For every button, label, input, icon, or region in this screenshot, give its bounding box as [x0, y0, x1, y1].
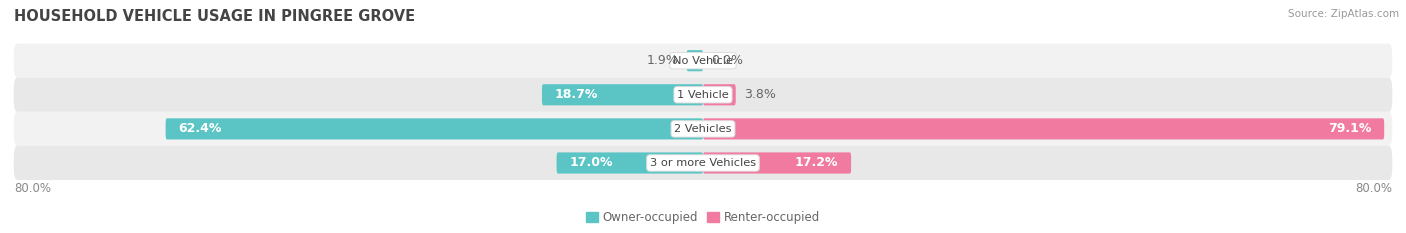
- FancyBboxPatch shape: [541, 84, 703, 105]
- Text: 80.0%: 80.0%: [14, 182, 51, 195]
- FancyBboxPatch shape: [14, 146, 1392, 180]
- Text: 3.8%: 3.8%: [744, 88, 776, 101]
- Text: 3 or more Vehicles: 3 or more Vehicles: [650, 158, 756, 168]
- FancyBboxPatch shape: [686, 50, 703, 71]
- FancyBboxPatch shape: [14, 78, 1392, 112]
- FancyBboxPatch shape: [14, 112, 1392, 146]
- Text: 79.1%: 79.1%: [1327, 122, 1371, 135]
- Text: 18.7%: 18.7%: [555, 88, 598, 101]
- Text: HOUSEHOLD VEHICLE USAGE IN PINGREE GROVE: HOUSEHOLD VEHICLE USAGE IN PINGREE GROVE: [14, 9, 415, 24]
- Text: 17.0%: 17.0%: [569, 157, 613, 169]
- Text: Source: ZipAtlas.com: Source: ZipAtlas.com: [1288, 9, 1399, 19]
- FancyBboxPatch shape: [703, 152, 851, 174]
- Legend: Owner-occupied, Renter-occupied: Owner-occupied, Renter-occupied: [581, 206, 825, 229]
- FancyBboxPatch shape: [14, 44, 1392, 78]
- Text: 80.0%: 80.0%: [1355, 182, 1392, 195]
- Text: 1 Vehicle: 1 Vehicle: [678, 90, 728, 100]
- Text: 0.0%: 0.0%: [711, 54, 744, 67]
- Text: 1.9%: 1.9%: [647, 54, 678, 67]
- Text: 17.2%: 17.2%: [794, 157, 838, 169]
- Text: 62.4%: 62.4%: [179, 122, 222, 135]
- FancyBboxPatch shape: [166, 118, 703, 140]
- FancyBboxPatch shape: [703, 84, 735, 105]
- Text: No Vehicle: No Vehicle: [673, 56, 733, 66]
- FancyBboxPatch shape: [703, 118, 1384, 140]
- FancyBboxPatch shape: [557, 152, 703, 174]
- Text: 2 Vehicles: 2 Vehicles: [675, 124, 731, 134]
